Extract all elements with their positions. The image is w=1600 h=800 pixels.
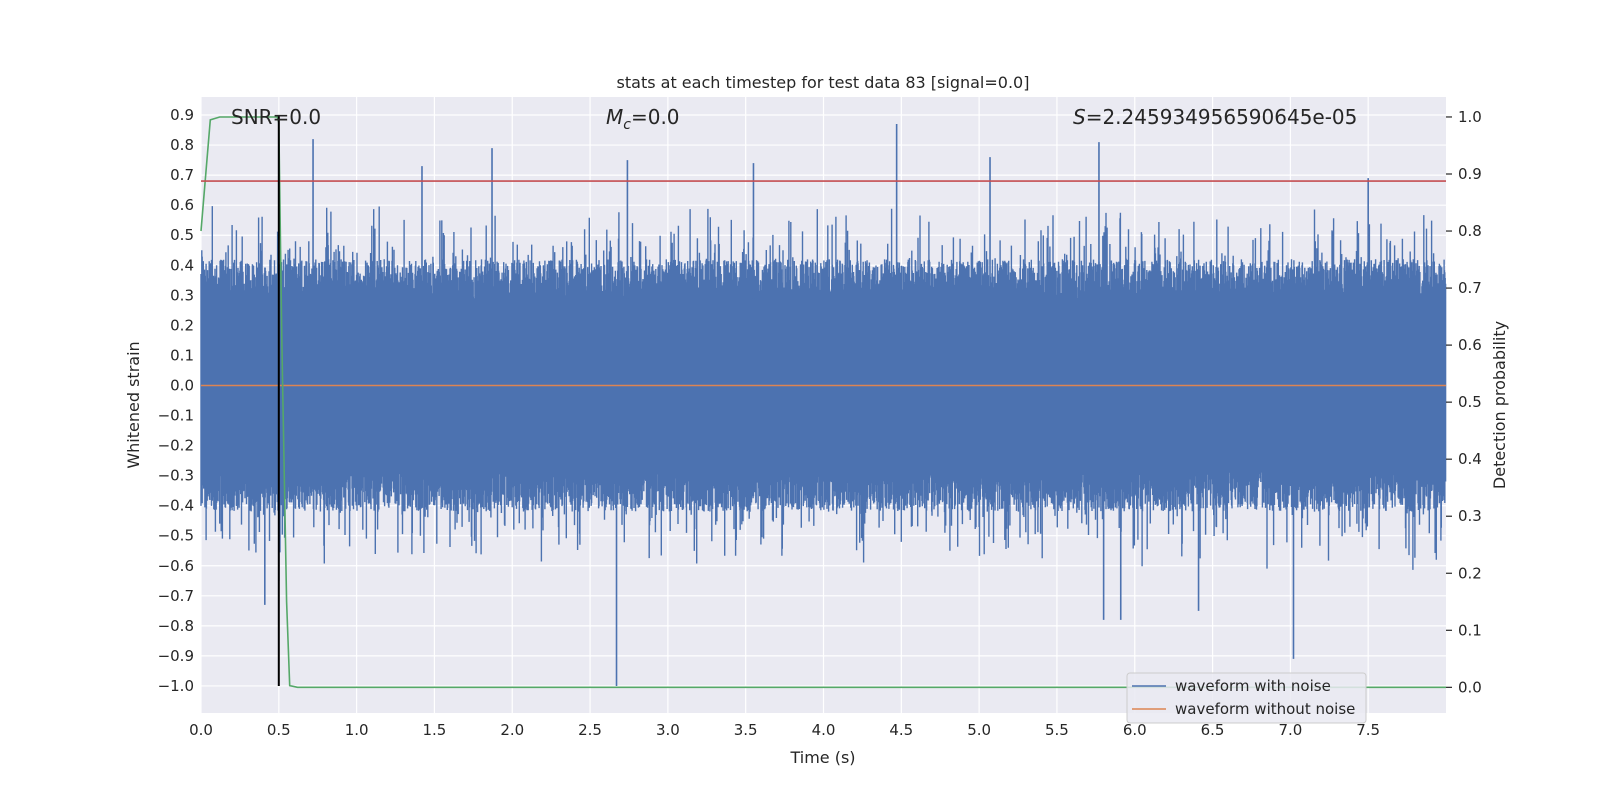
y-tick-label: 0.3 — [170, 286, 194, 304]
y-right-tick-label: 0.5 — [1458, 393, 1482, 411]
y-right-tick-label: 0.0 — [1458, 678, 1482, 696]
detection-probability-line — [200, 116, 1446, 689]
legend-box — [1126, 672, 1367, 724]
y-tick-label: 0.1 — [170, 346, 194, 364]
y-tick-label: 0.8 — [170, 136, 194, 154]
x-tick-labels: 0.0 0.5 1.0 1.5 2.0 2.5 3.0 3.5 4.0 4.5 5.0 5.5 6.0 6… — [189, 721, 1380, 739]
x-tick-label: 4.0 — [812, 721, 836, 739]
x-tick-label: 7.0 — [1278, 721, 1302, 739]
snr-annotation: SNR=0.0 — [231, 105, 321, 129]
mc-value: =0.0 — [631, 105, 680, 129]
y-axis-label: Whitened strain — [124, 341, 143, 468]
mc-subscript: c — [623, 117, 631, 133]
y-tick-label: 0.4 — [170, 256, 194, 274]
s-annotation: S=2.245934956590645e-05 — [1073, 105, 1357, 129]
legend-label-clean: waveform without noise — [1175, 700, 1355, 718]
y-right-tick-label: 0.9 — [1458, 165, 1482, 183]
chart-title: stats at each timestep for test data 83 … — [617, 73, 1030, 92]
x-tick-label: 6.0 — [1123, 721, 1147, 739]
y-tick-labels: 0.9 0.8 0.7 0.6 0.5 0.4 0.3 0.2 0.1 0.0 −0.1 −0.2 −0… — [158, 106, 194, 695]
x-tick-label: 1.5 — [423, 721, 447, 739]
y-tick-label: 0.9 — [170, 106, 194, 124]
y-tick-label: −0.4 — [158, 497, 194, 515]
y-tick-label: −0.8 — [158, 617, 194, 635]
x-tick-label: 5.5 — [1045, 721, 1069, 739]
x-tick-label: 6.5 — [1201, 721, 1225, 739]
y-tick-label: 0.0 — [170, 376, 194, 394]
legend: waveform with noise waveform without noi… — [1126, 672, 1367, 724]
y-tick-label: 0.2 — [170, 316, 194, 334]
y-right-tick-label: 0.7 — [1458, 279, 1482, 297]
s-symbol: S — [1073, 105, 1086, 129]
x-tick-label: 2.5 — [578, 721, 602, 739]
chirp-mass-annotation: Mc=0.0 — [606, 105, 680, 133]
y-tick-label: 0.7 — [170, 166, 194, 184]
y-tick-label: −0.1 — [158, 407, 194, 425]
x-tick-label: 3.5 — [734, 721, 758, 739]
legend-label-noise: waveform with noise — [1175, 677, 1331, 695]
x-tick-label: 7.5 — [1356, 721, 1380, 739]
y-right-tick-label: 0.1 — [1458, 621, 1482, 639]
y-tick-label: 0.6 — [170, 196, 194, 214]
s-value: =2.245934956590645e-05 — [1086, 105, 1358, 129]
x-tick-label: 5.0 — [967, 721, 991, 739]
x-tick-label: 2.0 — [500, 721, 524, 739]
y-right-axis-label: Detection probability — [1490, 321, 1509, 489]
y-right-tick-labels: 1.0 0.9 0.8 0.7 0.6 0.5 0.4 0.3 0.2 0.1 0.0 — [1446, 108, 1482, 696]
x-tick-label: 1.0 — [345, 721, 369, 739]
x-tick-label: 0.5 — [267, 721, 291, 739]
y-tick-label: −1.0 — [158, 677, 194, 695]
y-right-tick-label: 0.6 — [1458, 336, 1482, 354]
x-tick-label: 0.0 — [189, 721, 213, 739]
y-tick-label: −0.7 — [158, 587, 194, 605]
y-right-tick-label: 0.3 — [1458, 507, 1482, 525]
y-right-tick-label: 0.4 — [1458, 450, 1482, 468]
y-right-tick-label: 1.0 — [1458, 108, 1482, 126]
x-axis-label: Time (s) — [789, 748, 855, 767]
y-tick-label: −0.9 — [158, 647, 194, 665]
series-lines — [200, 115, 1446, 689]
x-tick-label: 3.0 — [656, 721, 680, 739]
y-right-tick-label: 0.2 — [1458, 564, 1482, 582]
x-tick-label: 4.5 — [889, 721, 913, 739]
y-tick-label: −0.3 — [158, 467, 194, 485]
y-tick-label: −0.6 — [158, 557, 194, 575]
y-tick-label: −0.2 — [158, 437, 194, 455]
y-tick-label: −0.5 — [158, 527, 194, 545]
mc-symbol: M — [606, 105, 623, 129]
y-right-tick-label: 0.8 — [1458, 222, 1482, 240]
y-tick-label: 0.5 — [170, 226, 194, 244]
